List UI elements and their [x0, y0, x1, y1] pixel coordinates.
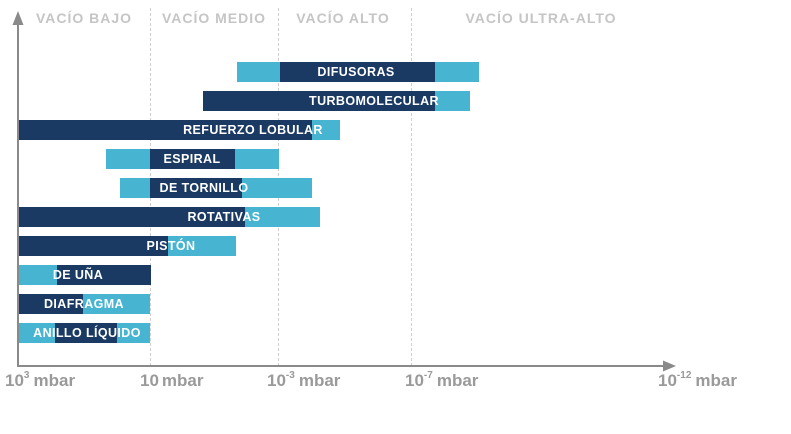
x-tick-10e-7: 10-7 mbar: [405, 370, 479, 391]
bar-row-difusoras: DIFUSORAS: [0, 62, 791, 82]
bar-label: DIAFRAGMA: [44, 297, 124, 311]
bar-segment-light: [19, 265, 57, 285]
tick-base: 10: [267, 371, 286, 390]
bar-row-anillo-liquido: ANILLO LÍQUIDO: [0, 323, 791, 343]
bar-row-de-tornillo: DE TORNILLO: [0, 178, 791, 198]
tick-unit: mbar: [436, 371, 479, 390]
y-axis-arrow-icon: [12, 11, 24, 25]
bar-segment-dark: [19, 120, 312, 140]
region-label-vacio-medio: VACÍO MEDIO: [161, 10, 267, 26]
bar-segment-dark: [19, 236, 168, 256]
bar-segment-light: [106, 149, 150, 169]
x-axis-arrow-icon: [663, 360, 676, 372]
bar-segment-light: [242, 178, 312, 198]
bar-segment-light: [19, 323, 55, 343]
bar-row-espiral: ESPIRAL: [0, 149, 791, 169]
tick-unit: mbar: [161, 371, 204, 390]
bar-segment-light: [435, 91, 470, 111]
x-tick-10e3: 103 mbar: [5, 370, 76, 391]
dashed-gridline: [411, 8, 412, 366]
bar-label: DE UÑA: [52, 268, 104, 282]
bar-segment-dark: [150, 149, 235, 169]
bar-segment-dark: [19, 207, 245, 227]
tick-unit: mbar: [33, 371, 76, 390]
bar-segment-light: [312, 120, 340, 140]
bar-segment-light: [237, 62, 280, 82]
tick-base: 10: [658, 371, 677, 390]
bar-segment-light: [83, 294, 150, 314]
x-tick-10e-3: 10-3 mbar: [267, 370, 341, 391]
x-tick-10e-12: 10-12 mbar: [658, 370, 737, 391]
bar-label: DE TORNILLO: [159, 181, 249, 195]
bar-label: ANILLO LÍQUIDO: [33, 326, 141, 340]
bar-row-refuerzo-lobular: REFUERZO LOBULAR: [0, 120, 791, 140]
bar-segment-light: [245, 207, 320, 227]
bar-label: PISTÓN: [146, 239, 196, 253]
tick-unit: mbar: [695, 371, 737, 390]
bar-label: REFUERZO LOBULAR: [183, 123, 323, 137]
tick-exponent: -12: [676, 370, 692, 381]
bar-segment-light: [117, 323, 150, 343]
tick-exponent: -7: [423, 370, 433, 381]
bar-segment-dark: [57, 265, 151, 285]
bar-segment-dark: [203, 91, 435, 111]
tick-unit: mbar: [298, 371, 341, 390]
bar-segment-dark: [55, 323, 117, 343]
bar-row-de-una: DE UÑA: [0, 265, 791, 285]
tick-exponent: 3: [23, 370, 30, 381]
region-label-vacio-alto: VACÍO ALTO: [296, 10, 390, 26]
bar-segment-dark: [280, 62, 435, 82]
bar-row-turbomolecular: TURBOMOLECULAR: [0, 91, 791, 111]
bar-row-diafragma: DIAFRAGMA: [0, 294, 791, 314]
region-label-vacio-ultra-alto: VACÍO ULTRA-ALTO: [465, 10, 617, 26]
tick-base: 10: [140, 371, 159, 390]
bar-segment-light: [120, 178, 150, 198]
x-tick-10e1: 10 mbar: [140, 371, 204, 391]
bar-segment-light: [435, 62, 479, 82]
bar-label: TURBOMOLECULAR: [309, 94, 439, 108]
bar-label: ESPIRAL: [163, 152, 221, 166]
bar-label: DIFUSORAS: [317, 65, 395, 79]
bar-row-rotativas: ROTATIVAS: [0, 207, 791, 227]
tick-exponent: -3: [285, 370, 295, 381]
tick-base: 10: [5, 371, 24, 390]
bar-segment-dark: [150, 178, 242, 198]
region-label-vacio-bajo: VACÍO BAJO: [35, 10, 133, 26]
bar-label: ROTATIVAS: [187, 210, 261, 224]
bar-segment-light: [168, 236, 236, 256]
tick-base: 10: [405, 371, 424, 390]
bar-row-piston: PISTÓN: [0, 236, 791, 256]
bar-segment-light: [235, 149, 279, 169]
bar-segment-dark: [19, 294, 83, 314]
